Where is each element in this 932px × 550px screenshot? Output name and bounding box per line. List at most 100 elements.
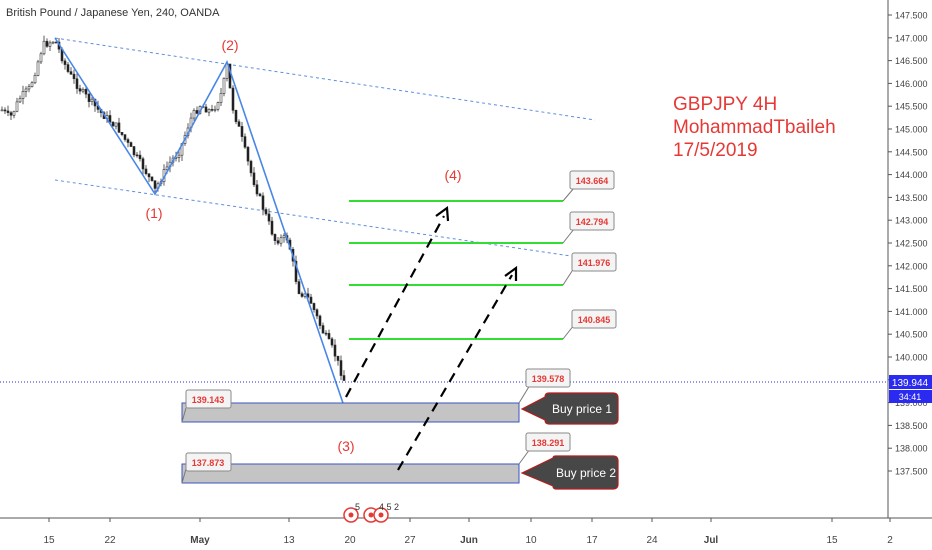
- candle-body: [108, 115, 112, 123]
- candle-body: [210, 109, 214, 111]
- zone-1-top-callout[interactable]: 139.578: [525, 368, 571, 388]
- candle-body: [336, 355, 340, 361]
- y-tick-label: 144.500: [895, 147, 928, 157]
- candle-body: [327, 333, 331, 340]
- y-tick-label: 140.500: [895, 330, 928, 340]
- buy-price-1-balloon[interactable]: Buy price 1: [520, 392, 619, 425]
- candle-body: [123, 134, 127, 140]
- arrow-head-2: [504, 265, 518, 281]
- y-tick-label: 147.500: [895, 11, 928, 21]
- candle-body: [39, 53, 43, 63]
- bar-countdown: 34:41: [899, 392, 922, 402]
- target-callout-4[interactable]: 140.845: [571, 309, 617, 329]
- candle-body: [12, 110, 16, 116]
- current-price-value: 139.944: [892, 378, 929, 389]
- upper-channel-line[interactable]: [54, 37, 596, 121]
- candle-body: [144, 168, 148, 175]
- buy-price-2-balloon[interactable]: Buy price 2: [520, 455, 619, 490]
- projection-arrow-2[interactable]: [397, 274, 513, 471]
- candle-body: [339, 360, 343, 376]
- x-tick-label: 20: [344, 535, 356, 546]
- candle-body: [324, 332, 328, 335]
- candlesticks: [0, 35, 346, 381]
- x-tick-label: 27: [404, 535, 416, 546]
- elliott-wave-path[interactable]: [54, 37, 347, 413]
- y-tick-label: 143.500: [895, 193, 928, 203]
- wave-label-2: (2): [221, 37, 238, 53]
- candle-body: [246, 146, 250, 162]
- target-callout-3[interactable]: 141.976: [571, 252, 617, 272]
- zone-high-label: 138.291: [532, 438, 565, 448]
- y-tick-label: 141.000: [895, 307, 928, 317]
- target-callout-1[interactable]: 143.664: [569, 170, 615, 190]
- event-dot-icon: [378, 512, 384, 518]
- y-tick-label: 138.500: [895, 421, 928, 431]
- zone-1-left-callout[interactable]: 139.143: [185, 389, 232, 409]
- wave-label-4: (4): [444, 167, 461, 183]
- candle-body: [111, 121, 115, 127]
- candle-body: [222, 77, 226, 94]
- callout-connector: [562, 228, 575, 244]
- x-tick-label: 15: [43, 535, 55, 546]
- candle-body: [177, 154, 181, 158]
- candle-body: [69, 71, 73, 75]
- zone-2-left-callout[interactable]: 137.873: [185, 452, 232, 472]
- candle-body: [141, 158, 145, 170]
- buy-zone-1[interactable]: [181, 402, 520, 423]
- current-price-badge[interactable]: 139.944 34:41: [889, 375, 932, 403]
- candle-body: [237, 121, 241, 127]
- candle-body: [318, 315, 322, 326]
- candle-body: [264, 209, 268, 215]
- zone-2-top-callout[interactable]: 138.291: [525, 432, 571, 452]
- candle-body: [165, 166, 169, 170]
- candle-body: [30, 82, 34, 87]
- candle-body: [213, 108, 217, 111]
- candle-body: [45, 40, 49, 47]
- y-tick-label: 137.500: [895, 467, 928, 477]
- candle-body: [294, 260, 298, 282]
- price-axis[interactable]: 147.500 147.000 146.500 146.000 145.500 145.0…: [888, 11, 928, 477]
- callout-connector: [181, 468, 187, 484]
- y-tick-label: 145.000: [895, 125, 928, 135]
- candle-body: [204, 106, 208, 113]
- arrow-head-1: [435, 205, 450, 222]
- projection-arrow-1[interactable]: [345, 215, 445, 398]
- candle-body: [216, 102, 220, 110]
- x-tick-label: 17: [586, 535, 598, 546]
- target-callout-2[interactable]: 142.794: [569, 211, 615, 231]
- buy-zone-2[interactable]: [181, 463, 520, 484]
- candle-body: [54, 41, 58, 44]
- x-tick-label: 15: [826, 535, 838, 546]
- x-tick-label: May: [190, 535, 210, 546]
- y-tick-label: 139.000: [895, 398, 928, 408]
- candle-body: [51, 41, 55, 44]
- candle-body: [150, 176, 154, 181]
- candle-body: [234, 110, 238, 123]
- candle-body: [312, 303, 316, 311]
- candle-body: [321, 325, 325, 334]
- y-tick-label: 144.000: [895, 170, 928, 180]
- candle-body: [48, 42, 52, 47]
- annotation-line-3: 17/5/2019: [673, 140, 758, 161]
- callout-connector: [562, 187, 575, 202]
- y-tick-label: 146.500: [895, 56, 928, 66]
- candle-body: [114, 122, 118, 127]
- y-tick-label: 141.500: [895, 284, 928, 294]
- callout-connector: [181, 407, 187, 423]
- candle-body: [72, 73, 76, 80]
- candle-body: [258, 193, 262, 197]
- callout-connector: [518, 384, 531, 404]
- bottom-event-icons[interactable]: 5 4 5 2: [343, 502, 399, 523]
- event-dot-icon: [368, 512, 374, 518]
- chart-title: British Pound / Japanese Yen, 240, OANDA: [6, 7, 220, 19]
- candle-body: [219, 93, 223, 103]
- time-axis[interactable]: 15 22 May 13 20 27 Jun 10 17 24 Jul 15 2: [43, 518, 893, 546]
- candle-body: [243, 136, 247, 148]
- candle-body: [36, 61, 40, 76]
- candle-body: [3, 109, 7, 112]
- candle-body: [120, 132, 124, 135]
- lower-channel-line[interactable]: [54, 179, 599, 261]
- wave-label-3: (3): [337, 438, 354, 454]
- candle-body: [87, 93, 91, 102]
